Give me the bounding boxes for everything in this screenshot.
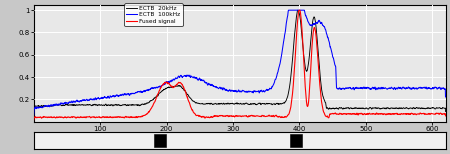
ECTB  20kHz xyxy=(431,107,436,109)
ECTB  100kHz xyxy=(431,88,436,89)
ECTB  20kHz xyxy=(220,103,226,105)
ECTB  100kHz xyxy=(31,114,36,116)
ECTB  20kHz xyxy=(52,104,58,106)
Fused signal xyxy=(31,119,36,121)
Legend: ECTB  20kHz, ECTB  100kHz, Fused signal: ECTB 20kHz, ECTB 100kHz, Fused signal xyxy=(124,3,183,26)
Fused signal xyxy=(52,116,58,118)
Fused signal xyxy=(431,113,436,115)
Bar xyxy=(290,134,302,147)
ECTB  20kHz xyxy=(31,113,36,115)
ECTB  100kHz xyxy=(443,96,448,98)
Bar xyxy=(154,134,166,147)
Fused signal xyxy=(297,9,302,11)
Fused signal xyxy=(220,115,226,117)
ECTB  20kHz xyxy=(295,9,301,11)
Fused signal xyxy=(443,115,448,117)
ECTB  100kHz xyxy=(52,104,58,106)
Fused signal xyxy=(431,113,436,115)
Fused signal xyxy=(356,114,361,116)
ECTB  100kHz xyxy=(286,9,291,11)
ECTB  100kHz xyxy=(231,91,237,92)
ECTB  20kHz xyxy=(431,107,436,109)
ECTB  100kHz xyxy=(220,88,226,90)
ECTB  20kHz xyxy=(443,111,448,112)
Line: Fused signal: Fused signal xyxy=(34,10,446,120)
Line: ECTB  100kHz: ECTB 100kHz xyxy=(34,10,446,115)
ECTB  100kHz xyxy=(356,88,361,90)
Line: ECTB  20kHz: ECTB 20kHz xyxy=(34,10,446,114)
Fused signal xyxy=(231,115,237,117)
ECTB  20kHz xyxy=(356,107,361,109)
ECTB  100kHz xyxy=(431,88,436,90)
ECTB  20kHz xyxy=(231,103,237,105)
